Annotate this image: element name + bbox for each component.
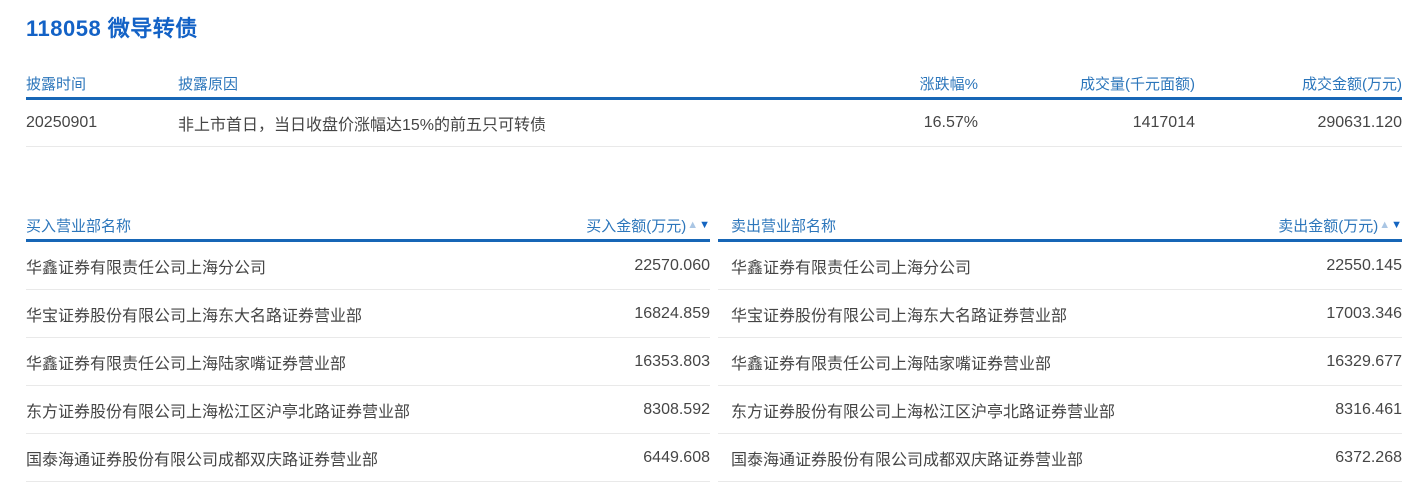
col-header-volume: 成交量(千元面额)	[1080, 76, 1195, 93]
sell-branch-name: 华鑫证券有限责任公司上海陆家嘴证券营业部	[731, 355, 1052, 373]
buy-branch-name: 华鑫证券有限责任公司上海分公司	[26, 259, 267, 277]
sell-amount-sort-control[interactable]: 卖出金额(万元) ▲ ▼	[1278, 215, 1402, 236]
buy-table-header: 买入营业部名称 买入金额(万元) ▲ ▼	[26, 211, 710, 242]
buy-amount: 16824.859	[634, 304, 710, 322]
sell-table: 卖出营业部名称 卖出金额(万元) ▲ ▼ 华鑫证券有限责任公司上海分公司 225…	[718, 211, 1402, 482]
sell-amount: 22550.145	[1326, 256, 1402, 274]
sort-asc-icon[interactable]: ▲	[687, 218, 699, 231]
sell-branch-name: 华宝证券股份有限公司上海东大名路证券营业部	[731, 307, 1068, 325]
sell-amount: 8316.461	[1335, 400, 1402, 418]
table-row: 华宝证券股份有限公司上海东大名路证券营业部 17003.346	[718, 290, 1402, 338]
buy-amount: 22570.060	[634, 256, 710, 274]
table-row: 华鑫证券有限责任公司上海陆家嘴证券营业部 16329.677	[718, 338, 1402, 386]
buy-amount: 16353.803	[634, 352, 710, 370]
sell-amount: 6372.268	[1335, 448, 1402, 466]
col-header-buy-amount: 买入金额(万元)	[586, 217, 687, 235]
buy-amount-sort-control[interactable]: 买入金额(万元) ▲ ▼	[586, 215, 710, 236]
buy-branch-name: 国泰海通证券股份有限公司成都双庆路证券营业部	[26, 451, 379, 469]
sell-amount: 16329.677	[1326, 352, 1402, 370]
col-header-disclosure-date: 披露时间	[26, 76, 87, 93]
col-header-sell-branch-name: 卖出营业部名称	[731, 217, 837, 235]
buy-amount: 6449.608	[643, 448, 710, 466]
table-row: 东方证券股份有限公司上海松江区沪亭北路证券营业部 8308.592	[26, 386, 710, 434]
disclosure-date: 20250901	[26, 114, 98, 131]
page: 118058 微导转债 披露时间 披露原因 涨跌幅% 成交量(千元面额) 成交金…	[0, 14, 1428, 482]
buy-amount: 8308.592	[643, 400, 710, 418]
table-row: 华鑫证券有限责任公司上海分公司 22570.060	[26, 242, 710, 290]
branch-tables: 买入营业部名称 买入金额(万元) ▲ ▼ 华鑫证券有限责任公司上海分公司 225…	[26, 211, 1402, 482]
sell-branch-name: 华鑫证券有限责任公司上海分公司	[731, 259, 972, 277]
table-row: 华鑫证券有限责任公司上海陆家嘴证券营业部 16353.803	[26, 338, 710, 386]
buy-branch-name: 东方证券股份有限公司上海松江区沪亭北路证券营业部	[26, 403, 411, 421]
sell-amount: 17003.346	[1326, 304, 1402, 322]
table-row: 东方证券股份有限公司上海松江区沪亭北路证券营业部 8316.461	[718, 386, 1402, 434]
change-percent: 16.57%	[923, 114, 978, 131]
disclosure-reason: 非上市首日，当日收盘价涨幅达15%的前五只可转债	[178, 117, 547, 134]
sort-asc-icon[interactable]: ▲	[1379, 218, 1391, 231]
table-row: 国泰海通证券股份有限公司成都双庆路证券营业部 6449.608	[26, 434, 710, 482]
page-title: 118058 微导转债	[26, 16, 198, 41]
sort-desc-icon[interactable]: ▼	[1391, 218, 1402, 231]
table-row: 华宝证券股份有限公司上海东大名路证券营业部 16824.859	[26, 290, 710, 338]
sort-desc-icon[interactable]: ▼	[699, 218, 710, 231]
disclosure-row: 20250901 非上市首日，当日收盘价涨幅达15%的前五只可转债 16.57%…	[26, 100, 1402, 147]
disclosure-table: 披露时间 披露原因 涨跌幅% 成交量(千元面额) 成交金额(万元) 202509…	[26, 70, 1402, 147]
table-row: 国泰海通证券股份有限公司成都双庆路证券营业部 6372.268	[718, 434, 1402, 482]
buy-branch-name: 华鑫证券有限责任公司上海陆家嘴证券营业部	[26, 355, 347, 373]
table-row: 华鑫证券有限责任公司上海分公司 22550.145	[718, 242, 1402, 290]
buy-branch-name: 华宝证券股份有限公司上海东大名路证券营业部	[26, 307, 363, 325]
turnover-value: 290631.120	[1317, 114, 1402, 131]
col-header-sell-amount: 卖出金额(万元)	[1278, 217, 1379, 235]
col-header-change-percent: 涨跌幅%	[919, 76, 978, 93]
sell-table-header: 卖出营业部名称 卖出金额(万元) ▲ ▼	[718, 211, 1402, 242]
sell-branch-name: 国泰海通证券股份有限公司成都双庆路证券营业部	[731, 451, 1084, 469]
buy-table: 买入营业部名称 买入金额(万元) ▲ ▼ 华鑫证券有限责任公司上海分公司 225…	[26, 211, 710, 482]
volume-value: 1417014	[1132, 114, 1195, 131]
col-header-turnover: 成交金额(万元)	[1302, 76, 1402, 93]
col-header-buy-branch-name: 买入营业部名称	[26, 217, 132, 235]
sell-branch-name: 东方证券股份有限公司上海松江区沪亭北路证券营业部	[731, 403, 1116, 421]
col-header-disclosure-reason: 披露原因	[178, 76, 239, 93]
disclosure-table-header: 披露时间 披露原因 涨跌幅% 成交量(千元面额) 成交金额(万元)	[26, 70, 1402, 100]
